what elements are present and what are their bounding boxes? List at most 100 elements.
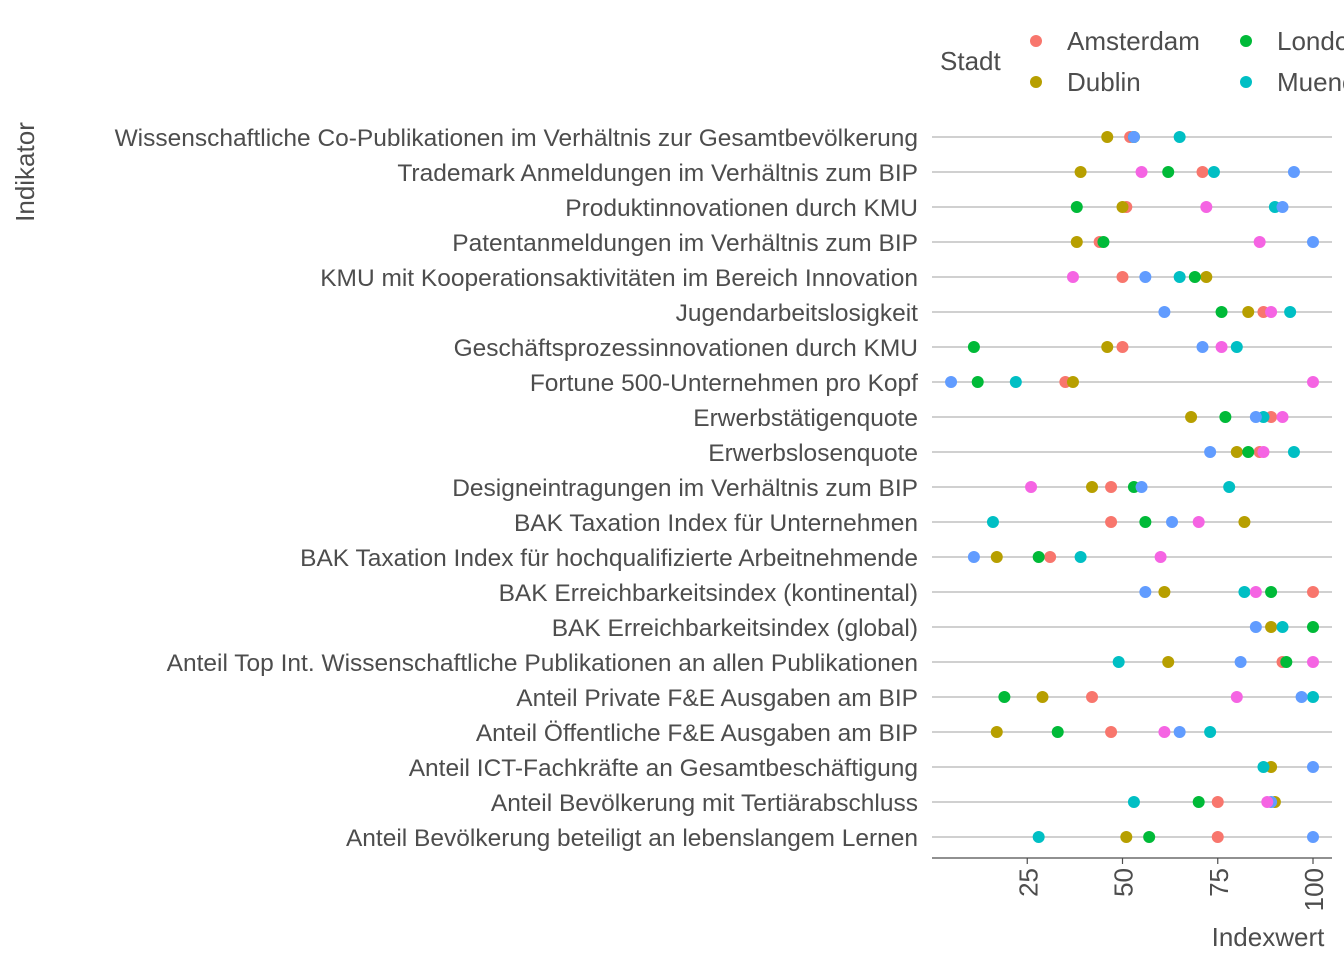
- legend-key: [1240, 35, 1252, 47]
- data-point: [1207, 166, 1220, 178]
- data-point: [1127, 131, 1140, 143]
- data-point: [1070, 236, 1083, 248]
- data-point: [1287, 166, 1300, 178]
- x-tick-label: 25: [1013, 868, 1043, 897]
- legend: Stadt Amsterdam Dublin London Muenchen: [940, 26, 1344, 97]
- data-point: [1116, 341, 1129, 353]
- data-point: [1086, 691, 1099, 703]
- legend-label: Dublin: [1067, 67, 1141, 97]
- data-point: [1307, 376, 1319, 388]
- data-point: [1032, 831, 1045, 843]
- data-point: [1070, 201, 1083, 213]
- legend-label: Muenchen: [1277, 67, 1344, 97]
- category-labels: Wissenschaftliche Co-Publikationen im Ve…: [115, 125, 919, 852]
- category-label: Patentanmeldungen im Verhältnis zum BIP: [452, 230, 918, 257]
- data-point: [1280, 656, 1293, 668]
- data-point: [1105, 481, 1118, 493]
- legend-items: Amsterdam Dublin London Muenchen: [1030, 26, 1344, 97]
- category-label: KMU mit Kooperationsaktivitäten im Berei…: [320, 265, 918, 292]
- data-point: [1276, 621, 1289, 633]
- data-point: [1249, 586, 1262, 598]
- data-point: [1139, 516, 1152, 528]
- data-point: [1276, 201, 1289, 213]
- data-point: [1215, 306, 1228, 318]
- data-point: [1257, 761, 1270, 773]
- x-axis-title: Indexwert: [1212, 922, 1325, 952]
- data-point: [1204, 446, 1217, 458]
- category-label: Erwerbslosenquote: [708, 440, 918, 467]
- data-point: [1192, 516, 1205, 528]
- category-label: BAK Taxation Index für hochqualifizierte…: [300, 545, 918, 572]
- data-point: [1105, 516, 1118, 528]
- data-point: [1223, 481, 1236, 493]
- x-tick-label: 50: [1109, 868, 1139, 897]
- data-point: [1307, 831, 1319, 843]
- legend-key: [1030, 35, 1042, 47]
- data-point: [1143, 831, 1156, 843]
- category-label: Anteil Bevölkerung mit Tertiärabschluss: [491, 790, 918, 817]
- legend-key: [1030, 76, 1042, 88]
- data-point: [1135, 481, 1148, 493]
- legend-key: [1240, 76, 1252, 88]
- data-point: [1025, 481, 1038, 493]
- legend-label: Amsterdam: [1067, 26, 1200, 56]
- x-tick-labels: 25 50 75 100: [1013, 858, 1329, 911]
- data-point: [1158, 306, 1171, 318]
- data-point: [990, 726, 1003, 738]
- data-point: [1158, 586, 1171, 598]
- category-label: Designeintragungen im Verhältnis zum BIP: [452, 475, 918, 502]
- data-point: [1230, 341, 1243, 353]
- data-point: [1200, 271, 1213, 283]
- data-point: [1032, 551, 1045, 563]
- data-point: [1116, 201, 1129, 213]
- data-point: [1036, 691, 1049, 703]
- data-point: [1044, 551, 1057, 563]
- data-point: [967, 341, 980, 353]
- data-point: [1307, 586, 1319, 598]
- category-label: Produktinnovationen durch KMU: [565, 195, 918, 222]
- y-axis-title: Indikator: [10, 122, 40, 222]
- data-point: [1265, 306, 1278, 318]
- category-label: Fortune 500-Unternehmen pro Kopf: [530, 370, 918, 397]
- data-point: [1097, 236, 1110, 248]
- data-point: [1249, 621, 1262, 633]
- data-point: [1101, 341, 1114, 353]
- category-label: BAK Taxation Index für Unternehmen: [514, 510, 918, 537]
- data-point: [1120, 831, 1133, 843]
- data-point: [1242, 446, 1255, 458]
- data-point: [1127, 796, 1140, 808]
- data-point: [1230, 446, 1243, 458]
- data-point: [1211, 831, 1224, 843]
- category-label: BAK Erreichbarkeitsindex (global): [552, 615, 918, 642]
- data-points: [945, 131, 1319, 843]
- data-point: [1074, 166, 1087, 178]
- data-point: [1139, 271, 1152, 283]
- data-point: [1257, 446, 1270, 458]
- category-label: Wissenschaftliche Co-Publikationen im Ve…: [115, 125, 918, 152]
- data-point: [1242, 306, 1255, 318]
- data-point: [945, 376, 958, 388]
- data-point: [1215, 341, 1228, 353]
- data-point: [1287, 446, 1300, 458]
- data-point: [1230, 691, 1243, 703]
- category-label: Geschäftsprozessinnovationen durch KMU: [454, 335, 918, 362]
- data-point: [967, 551, 980, 563]
- data-point: [1066, 376, 1079, 388]
- data-point: [1173, 271, 1186, 283]
- data-point: [1234, 656, 1247, 668]
- data-point: [1238, 586, 1251, 598]
- data-point: [1211, 796, 1224, 808]
- data-point: [1074, 551, 1087, 563]
- data-point: [1284, 306, 1297, 318]
- data-point: [1051, 726, 1064, 738]
- data-point: [1158, 726, 1171, 738]
- data-point: [1139, 586, 1152, 598]
- data-point: [1265, 621, 1278, 633]
- data-point: [1116, 271, 1129, 283]
- data-point: [1249, 411, 1262, 423]
- category-label: BAK Erreichbarkeitsindex (kontinental): [499, 580, 918, 607]
- category-label: Anteil Private F&E Ausgaben am BIP: [516, 685, 918, 712]
- data-point: [1307, 236, 1319, 248]
- data-point: [1188, 271, 1201, 283]
